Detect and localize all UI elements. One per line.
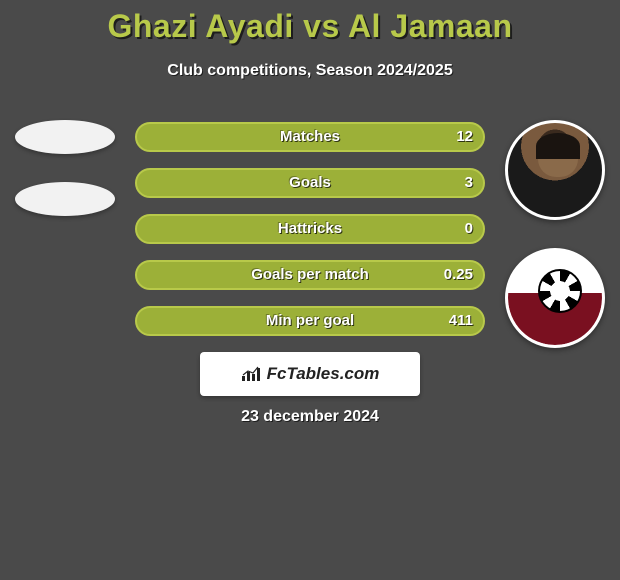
source-logo-text: FcTables.com — [267, 364, 380, 384]
club-crest — [505, 248, 605, 348]
stat-bar: Matches12 — [135, 122, 485, 152]
source-logo: FcTables.com — [200, 352, 420, 396]
player-photo-placeholder — [15, 120, 115, 154]
stat-value-right: 0 — [465, 220, 473, 237]
stats-bars: Matches12 Goals3 Hattricks0 Goals per match… — [135, 122, 485, 336]
stat-label: Goals — [137, 174, 483, 191]
stat-bar: Goals per match0.25 — [135, 260, 485, 290]
stat-value-right: 0.25 — [444, 266, 473, 283]
club-crest-placeholder — [15, 182, 115, 216]
stat-label: Goals per match — [137, 266, 483, 283]
right-player-column — [500, 120, 610, 348]
stat-bar: Min per goal411 — [135, 306, 485, 336]
stat-value-right: 3 — [465, 174, 473, 191]
stat-bar: Hattricks0 — [135, 214, 485, 244]
generated-date: 23 december 2024 — [0, 408, 620, 426]
stat-value-right: 12 — [456, 128, 473, 145]
stat-label: Hattricks — [137, 220, 483, 237]
page-title: Ghazi Ayadi vs Al Jamaan — [0, 8, 620, 45]
left-player-column — [10, 120, 120, 216]
page-subtitle: Club competitions, Season 2024/2025 — [0, 62, 620, 80]
stat-bar: Goals3 — [135, 168, 485, 198]
player-photo — [505, 120, 605, 220]
stat-label: Matches — [137, 128, 483, 145]
stat-value-right: 411 — [449, 312, 473, 329]
chart-icon — [241, 366, 261, 382]
stat-label: Min per goal — [137, 312, 483, 329]
